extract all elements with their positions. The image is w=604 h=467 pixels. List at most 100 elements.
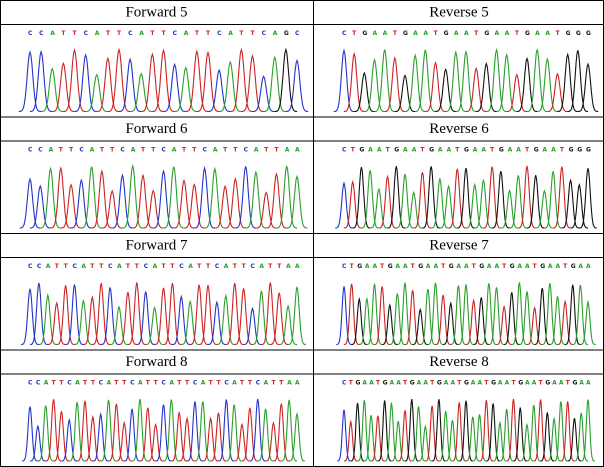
base-calls: CTGAATGAATGAATGAATGAATGAATGAATGAATGAA [342, 379, 591, 386]
base-letter: A [413, 30, 418, 37]
base-letter: G [383, 379, 388, 386]
base-letter: A [487, 263, 492, 270]
base-letter: A [254, 146, 259, 153]
base-letter: C [224, 379, 229, 386]
base-letter: A [138, 379, 143, 386]
base-letter: G [569, 146, 574, 153]
base-letter: A [362, 379, 367, 386]
base-letter: C [99, 379, 104, 386]
base-letter: A [444, 379, 449, 386]
base-letter: A [517, 263, 522, 270]
cell-header: Forward 7 [125, 237, 188, 253]
base-letter: A [542, 146, 547, 153]
base-letter: A [259, 263, 264, 270]
base-letter: G [545, 379, 550, 386]
base-letter: A [365, 263, 370, 270]
cell-header: Reverse 7 [429, 237, 489, 253]
base-letter: A [403, 146, 408, 153]
base-letter: A [525, 379, 530, 386]
base-letter: A [383, 30, 388, 37]
base-letter: A [75, 379, 80, 386]
base-letter: C [67, 379, 72, 386]
base-letter: A [44, 379, 49, 386]
figure: Forward 5CCATTCATTCATTCATTCATTCAGCRevers… [0, 0, 604, 467]
base-letter: A [545, 30, 550, 37]
base-letter: A [578, 263, 583, 270]
cell-header: Reverse 5 [429, 4, 489, 20]
base-letter: C [28, 30, 33, 37]
cell-header: Reverse 8 [429, 354, 489, 370]
base-letter: C [342, 30, 347, 37]
base-letter: A [464, 263, 469, 270]
base-letter: A [423, 30, 428, 37]
base-letter: A [287, 379, 292, 386]
base-letter: G [284, 30, 289, 37]
base-letter: A [184, 30, 189, 37]
base-letter: A [481, 146, 486, 153]
base-letter: A [81, 263, 86, 270]
base-letter: A [95, 30, 100, 37]
base-letter: G [566, 30, 571, 37]
base-letter: A [525, 263, 530, 270]
base-letter: A [285, 146, 290, 153]
base-letter: A [201, 379, 206, 386]
base-letter: A [49, 146, 54, 153]
cell-header: Forward 8 [125, 354, 187, 370]
base-letter: G [572, 379, 577, 386]
base-calls: CCATTCATTCATTCATTCATTCATTCATTCATTAA [28, 379, 300, 386]
base-letter: C [217, 30, 222, 37]
base-letter: G [479, 263, 484, 270]
base-letter: C [179, 263, 184, 270]
cell-header: Forward 5 [125, 4, 187, 20]
base-letter: A [456, 263, 461, 270]
base-letter: A [188, 263, 193, 270]
base-letter: C [162, 379, 167, 386]
base-letter: A [295, 146, 300, 153]
base-calls: CTGAATGAATGAATGAATGAATGAATGGG [342, 146, 591, 153]
base-letter: A [396, 379, 401, 386]
base-letter: A [471, 379, 476, 386]
base-letter: A [377, 146, 382, 153]
base-letter: C [251, 263, 256, 270]
base-letter: G [576, 30, 581, 37]
base-letter: A [552, 379, 557, 386]
base-letter: A [447, 146, 452, 153]
base-letter: A [516, 146, 521, 153]
base-letter: A [224, 263, 229, 270]
base-letter: G [540, 263, 545, 270]
base-letter: C [215, 263, 220, 270]
base-letter: A [417, 379, 422, 386]
base-letter: A [107, 379, 112, 386]
base-letter: G [357, 263, 362, 270]
base-letter: A [264, 379, 269, 386]
base-letter: A [579, 379, 584, 386]
base-letter: A [454, 30, 459, 37]
base-letter: A [434, 263, 439, 270]
base-letter: G [525, 30, 530, 37]
base-letter: A [213, 146, 218, 153]
base-letter: C [342, 146, 347, 153]
base-letter: A [535, 30, 540, 37]
base-letter: G [429, 146, 434, 153]
base-letter: A [464, 30, 469, 37]
base-letter: A [172, 146, 177, 153]
base-letter: C [256, 379, 261, 386]
base-letter: C [244, 146, 249, 153]
base-letter: A [395, 263, 400, 270]
base-letter: G [464, 379, 469, 386]
base-letter: A [498, 379, 503, 386]
base-letter: A [153, 263, 158, 270]
base-letter: C [37, 263, 42, 270]
base-letter: A [438, 146, 443, 153]
base-letter: A [505, 30, 510, 37]
base-letter: A [368, 146, 373, 153]
base-letter: G [449, 263, 454, 270]
base-letter: A [532, 379, 537, 386]
base-letter: G [499, 146, 504, 153]
base-letter: A [559, 379, 564, 386]
base-letter: A [295, 263, 300, 270]
base-letter: A [586, 379, 591, 386]
base-letter: C [36, 379, 41, 386]
base-letter: A [169, 379, 174, 386]
base-letter: G [410, 379, 415, 386]
